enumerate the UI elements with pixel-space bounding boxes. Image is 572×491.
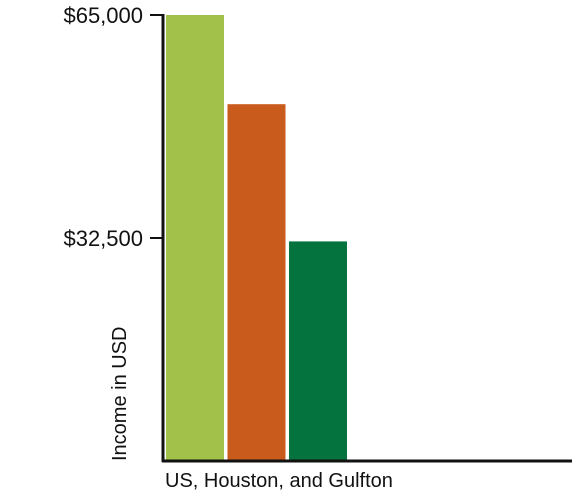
bars-group (166, 15, 347, 461)
y-tick-label: $65,000 (63, 3, 143, 28)
bar-2 (227, 104, 286, 461)
y-tick-label: $32,500 (63, 226, 143, 251)
y-ticks-group: $32,500 $65,000 (63, 3, 163, 251)
x-axis-label: US, Houston, and Gulfton (165, 470, 393, 491)
y-axis-label: Income in USD (109, 327, 131, 462)
bar-1 (166, 15, 224, 461)
bar-3 (289, 241, 347, 461)
